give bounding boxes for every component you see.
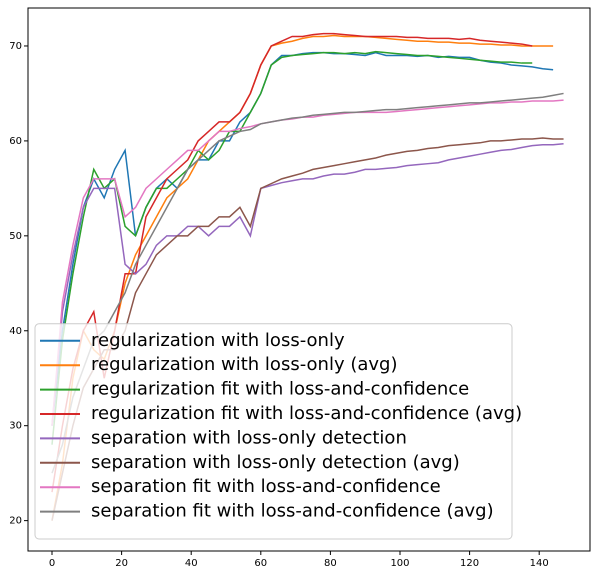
x-tick-label: 40: [185, 558, 198, 569]
legend-label: regularization fit with loss-and-confide…: [91, 379, 469, 400]
x-tick-label: 0: [49, 558, 55, 569]
legend-label: separation fit with loss-and-confidence: [91, 476, 441, 497]
y-tick-label: 50: [9, 231, 22, 242]
legend-box: [34, 323, 513, 540]
legend-label: separation with loss-only detection: [91, 427, 407, 448]
y-tick-label: 30: [9, 421, 22, 432]
x-tick-label: 20: [115, 558, 128, 569]
legend-label: regularization with loss-only (avg): [91, 354, 397, 375]
data-line: [51, 34, 554, 521]
y-tick-label: 20: [9, 516, 22, 527]
x-tick-label: 120: [460, 558, 479, 569]
legend-label: separation with loss-only detection (avg…: [91, 452, 460, 473]
y-tick-label: 70: [9, 41, 22, 52]
legend-label: regularization with loss-only: [91, 330, 345, 351]
data-line: [51, 143, 564, 426]
data-line: [51, 99, 564, 426]
legend-label: regularization fit with loss-and-confide…: [91, 403, 522, 424]
x-tick-label: 100: [390, 558, 409, 569]
y-tick-label: 40: [9, 326, 22, 337]
data-line: [51, 92, 564, 474]
legend-label: separation fit with loss-and-confidence …: [91, 501, 494, 522]
y-tick-label: 60: [9, 136, 22, 147]
data-line: [51, 137, 564, 521]
legend: regularization with loss-only regularizat…: [34, 323, 522, 540]
x-tick-label: 140: [530, 558, 549, 569]
x-tick-label: 80: [324, 558, 337, 569]
data-line: [51, 50, 533, 445]
x-tick-label: 60: [254, 558, 267, 569]
